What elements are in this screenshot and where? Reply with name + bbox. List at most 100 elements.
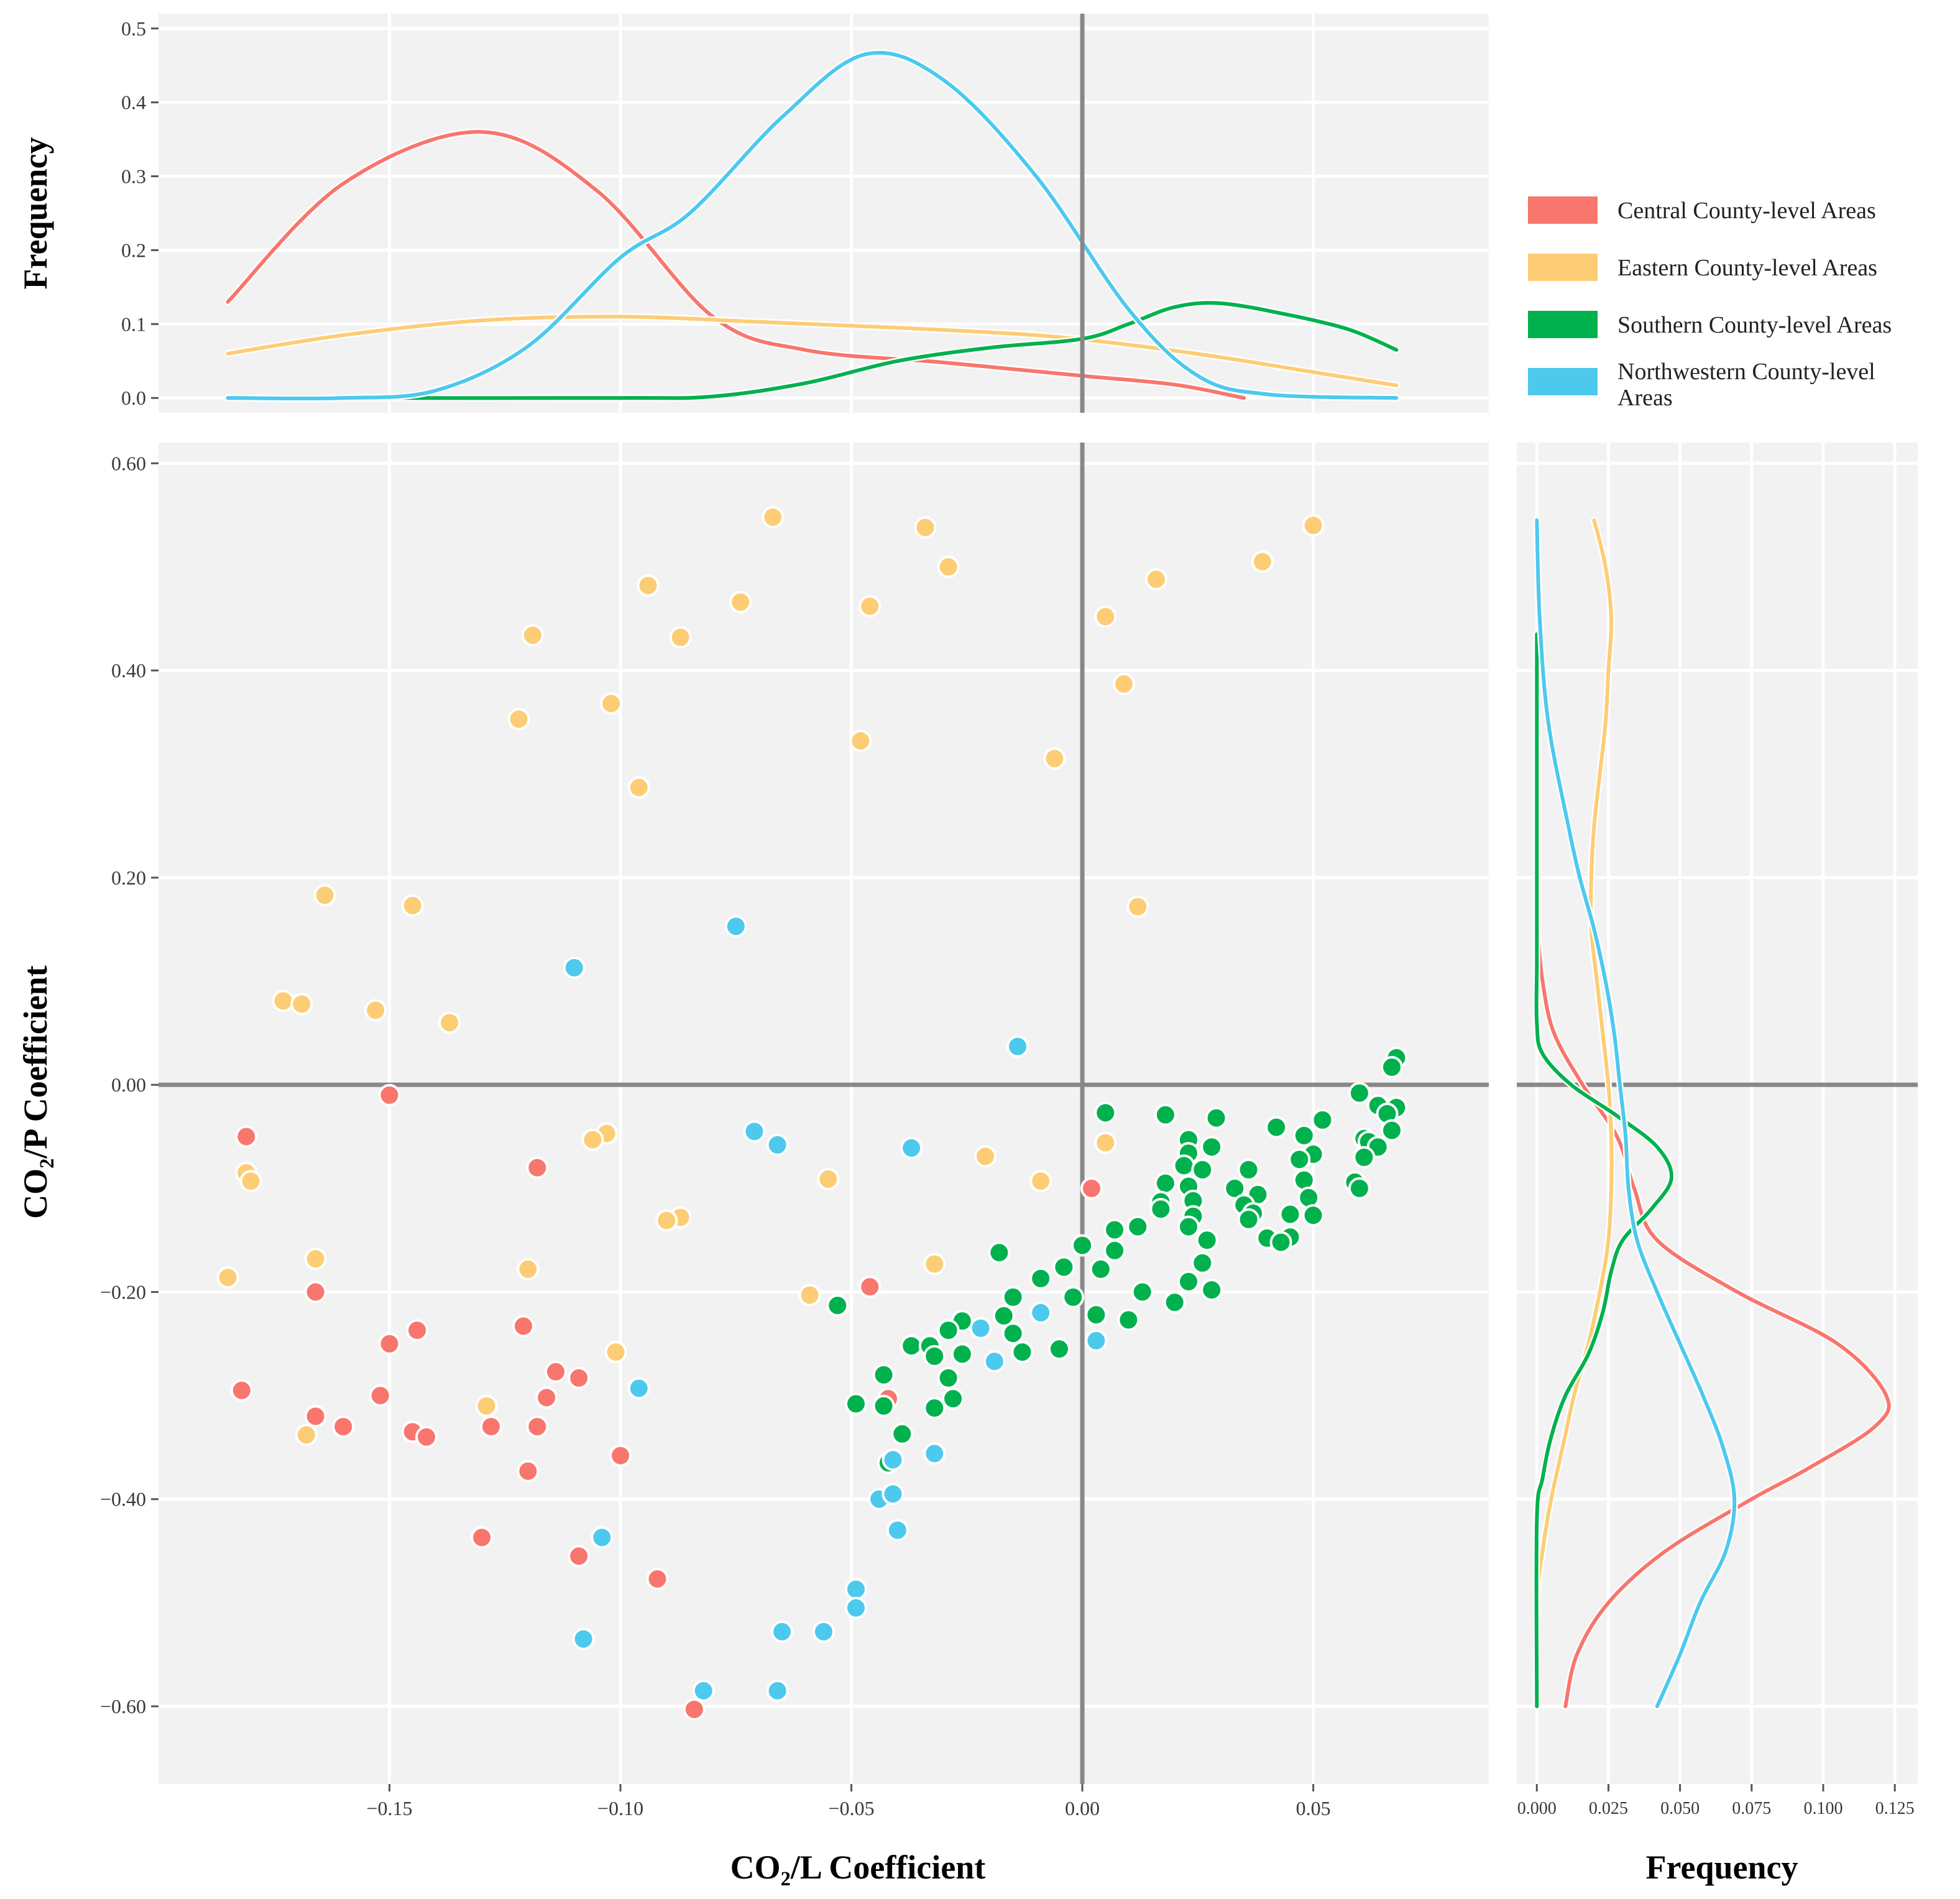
scatter-point-southern-county-level-areas: [992, 1304, 1015, 1327]
scatter-point-central-county-level-areas: [535, 1386, 558, 1409]
y-tick-label: 0.00: [111, 1074, 146, 1096]
scatter-point-southern-county-level-areas: [900, 1335, 923, 1358]
scatter-point-central-county-level-areas: [526, 1415, 549, 1438]
scatter-point-southern-county-level-areas: [845, 1392, 867, 1415]
scatter-point-eastern-county-level-areas: [637, 574, 660, 597]
scatter-point-eastern-county-level-areas: [937, 556, 960, 578]
scatter-point-central-county-level-areas: [568, 1545, 591, 1568]
scatter-point-eastern-county-level-areas: [295, 1423, 318, 1446]
scatter-point-northwestern-county-level-areas: [1085, 1329, 1108, 1352]
scatter-point-southern-county-level-areas: [950, 1343, 973, 1366]
main-panel-background: [159, 443, 1489, 1784]
scatter-point-eastern-county-level-areas: [313, 884, 336, 907]
scatter-point-southern-county-level-areas: [1094, 1101, 1117, 1124]
scatter-point-southern-county-level-areas: [1191, 1158, 1214, 1181]
scatter-point-northwestern-county-level-areas: [766, 1680, 789, 1702]
y-tick-label: 0.40: [111, 660, 146, 682]
scatter-point-southern-county-level-areas: [1001, 1285, 1024, 1308]
legend-swatch-central-county-level-areas: [1528, 196, 1598, 224]
scatter-point-southern-county-level-areas: [826, 1294, 849, 1317]
scatter-point-southern-county-level-areas: [891, 1422, 914, 1445]
scatter-point-northwestern-county-level-areas: [812, 1621, 835, 1643]
scatter-point-southern-county-level-areas: [1177, 1215, 1200, 1238]
scatter-point-southern-county-level-areas: [1381, 1055, 1403, 1078]
scatter-point-central-county-level-areas: [230, 1379, 253, 1402]
y-tick-label: −0.20: [100, 1281, 146, 1303]
scatter-point-northwestern-county-level-areas: [983, 1350, 1006, 1373]
scatter-point-central-county-level-areas: [646, 1568, 669, 1591]
scatter-point-southern-county-level-areas: [1163, 1291, 1186, 1314]
scatter-point-eastern-county-level-areas: [923, 1253, 946, 1276]
scatter-point-eastern-county-level-areas: [817, 1167, 840, 1190]
scatter-point-southern-county-level-areas: [1001, 1322, 1024, 1345]
scatter-point-eastern-county-level-areas: [1302, 514, 1325, 537]
scatter-point-eastern-county-level-areas: [1113, 673, 1135, 696]
scatter-point-central-county-level-areas: [415, 1425, 438, 1448]
scatter-panel: −0.15 −0.10 −0.05 0.00 0.05 0.60 0.40 0.20 0.00 −…: [100, 443, 1489, 1819]
scatter-point-southern-county-level-areas: [1154, 1103, 1177, 1126]
top-density-curve-southern-county-level-areas: [341, 301, 1399, 400]
scatter-point-southern-county-level-areas: [937, 1366, 960, 1389]
scatter-point-central-county-level-areas: [235, 1125, 258, 1148]
scatter-point-southern-county-level-areas: [872, 1363, 895, 1386]
legend-swatch-northwestern-county-level-areas: [1528, 368, 1598, 395]
y-tick-label: −0.40: [100, 1488, 146, 1510]
scatter-point-southern-county-level-areas: [1126, 1215, 1149, 1238]
scatter-point-central-county-level-areas: [545, 1360, 567, 1383]
scatter-point-eastern-county-level-areas: [604, 1341, 627, 1364]
scatter-point-central-county-level-areas: [304, 1405, 327, 1428]
top-density-panel: 0.0 0.1 0.2 0.3 0.4 0.5: [121, 14, 1489, 413]
right-density-curve-central-county-level-areas: [1535, 922, 1891, 1708]
top-y-tick-label: 0.4: [121, 91, 146, 114]
scatter-point-eastern-county-level-areas: [1251, 550, 1274, 573]
scatter-point-eastern-county-level-areas: [364, 999, 387, 1022]
scatter-point-northwestern-county-level-areas: [1006, 1035, 1029, 1058]
right-x-tick-label: 0.075: [1732, 1799, 1771, 1818]
x-tick-label: −0.10: [597, 1797, 643, 1819]
scatter-point-northwestern-county-level-areas: [724, 915, 747, 938]
scatter-point-eastern-county-level-areas: [1094, 605, 1117, 628]
scatter-point-southern-county-level-areas: [1131, 1281, 1154, 1304]
scatter-point-southern-county-level-areas: [1353, 1146, 1376, 1169]
scatter-point-southern-county-level-areas: [1149, 1198, 1172, 1221]
scatter-point-eastern-county-level-areas: [1094, 1131, 1117, 1154]
top-y-tick-label: 0.5: [121, 17, 146, 40]
right-x-axis-title: Frequency: [1646, 1849, 1798, 1886]
scatter-point-southern-county-level-areas: [1223, 1177, 1246, 1200]
scatter-point-southern-county-level-areas: [1177, 1270, 1200, 1293]
scatter-point-northwestern-county-level-areas: [591, 1526, 614, 1549]
scatter-point-eastern-county-level-areas: [655, 1209, 678, 1232]
scatter-point-southern-county-level-areas: [1195, 1229, 1218, 1252]
scatter-point-central-county-level-areas: [526, 1156, 549, 1179]
right-x-tick-label: 0.100: [1803, 1799, 1843, 1818]
scatter-point-northwestern-county-level-areas: [845, 1578, 867, 1601]
scatter-point-northwestern-county-level-areas: [881, 1483, 904, 1506]
scatter-point-southern-county-level-areas: [1302, 1204, 1325, 1227]
scatter-point-northwestern-county-level-areas: [969, 1317, 992, 1340]
scatter-point-central-county-level-areas: [471, 1526, 494, 1549]
scatter-point-central-county-level-areas: [480, 1415, 502, 1438]
scatter-point-central-county-level-areas: [378, 1332, 401, 1355]
scatter-point-southern-county-level-areas: [1052, 1256, 1075, 1279]
scatter-point-southern-county-level-areas: [1011, 1341, 1034, 1364]
legend-label: Southern County-level Areas: [1617, 312, 1892, 338]
scatter-point-southern-county-level-areas: [1117, 1308, 1140, 1331]
top-y-tick-label: 0.3: [121, 165, 146, 188]
scatter-point-eastern-county-level-areas: [761, 506, 784, 528]
right-x-tick-label: 0.125: [1875, 1799, 1915, 1818]
scatter-point-eastern-county-level-areas: [1043, 747, 1066, 770]
scatter-point-southern-county-level-areas: [1089, 1258, 1112, 1281]
scatter-point-northwestern-county-level-areas: [923, 1442, 946, 1465]
scatter-point-eastern-county-level-areas: [1126, 895, 1149, 918]
scatter-point-southern-county-level-areas: [923, 1397, 946, 1420]
scatter-point-eastern-county-level-areas: [849, 729, 872, 752]
scatter-point-southern-county-level-areas: [1103, 1218, 1126, 1241]
y-tick-label: 0.60: [111, 452, 146, 474]
scatter-point-eastern-county-level-areas: [216, 1266, 239, 1289]
scatter-point-southern-county-level-areas: [923, 1345, 946, 1368]
top-y-tick-label: 0.0: [121, 387, 146, 409]
scatter-point-southern-county-level-areas: [1348, 1082, 1371, 1105]
scatter-point-southern-county-level-areas: [937, 1319, 960, 1342]
scatter-point-central-county-level-areas: [1080, 1177, 1103, 1200]
scatter-point-central-county-level-areas: [858, 1276, 881, 1299]
